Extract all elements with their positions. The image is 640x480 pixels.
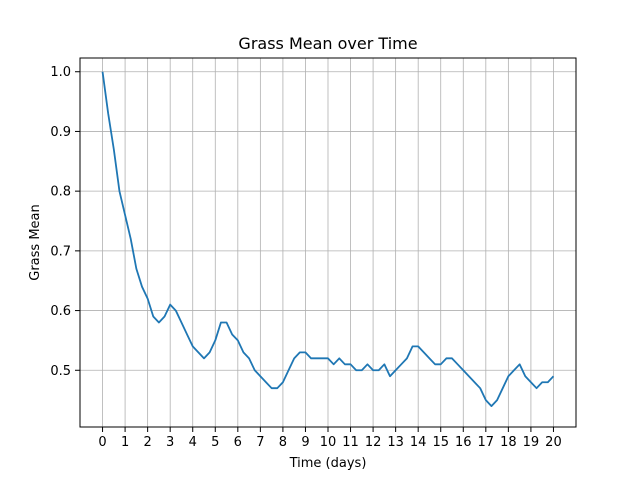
x-axis-label: Time (days)	[289, 456, 367, 471]
x-tick-label: 10	[320, 435, 337, 450]
x-tick-label: 9	[301, 435, 309, 450]
x-tick-label: 17	[478, 435, 495, 450]
y-tick-label: 0.8	[50, 185, 71, 200]
x-tick-label: 15	[432, 435, 449, 450]
x-tick-label: 2	[143, 435, 151, 450]
y-tick-label: 0.6	[50, 304, 71, 319]
y-tick-label: 0.7	[50, 244, 71, 259]
x-tick-label: 18	[500, 435, 517, 450]
x-tick-label: 14	[410, 435, 427, 450]
y-axis-ticks: 0.5 0.6 0.7 0.8 0.9 1.0	[50, 65, 80, 379]
x-tick-label: 16	[455, 435, 472, 450]
x-tick-label: 7	[256, 435, 264, 450]
x-tick-label: 12	[365, 435, 382, 450]
grid-lines	[80, 58, 576, 427]
x-tick-label: 5	[211, 435, 219, 450]
x-tick-label: 3	[166, 435, 174, 450]
x-axis-ticks: 0 1 2 3 4 5 6 7 8 9 10 11 12 13 14 15 16 17 18 19 20	[98, 427, 562, 450]
x-tick-label: 20	[545, 435, 562, 450]
x-tick-label: 0	[98, 435, 106, 450]
y-tick-label: 1.0	[50, 65, 71, 80]
series-layer	[101, 71, 555, 408]
x-tick-label: 1	[121, 435, 129, 450]
y-tick-label: 0.5	[50, 364, 71, 379]
y-tick-label: 0.9	[50, 125, 71, 140]
x-tick-label: 13	[387, 435, 404, 450]
x-tick-label: 4	[189, 435, 197, 450]
y-axis-label: Grass Mean	[28, 204, 43, 280]
x-tick-label: 11	[342, 435, 359, 450]
series-line	[101, 71, 555, 408]
x-tick-label: 6	[234, 435, 242, 450]
chart-title: Grass Mean over Time	[238, 34, 417, 53]
x-tick-label: 8	[279, 435, 287, 450]
x-tick-label: 19	[523, 435, 540, 450]
